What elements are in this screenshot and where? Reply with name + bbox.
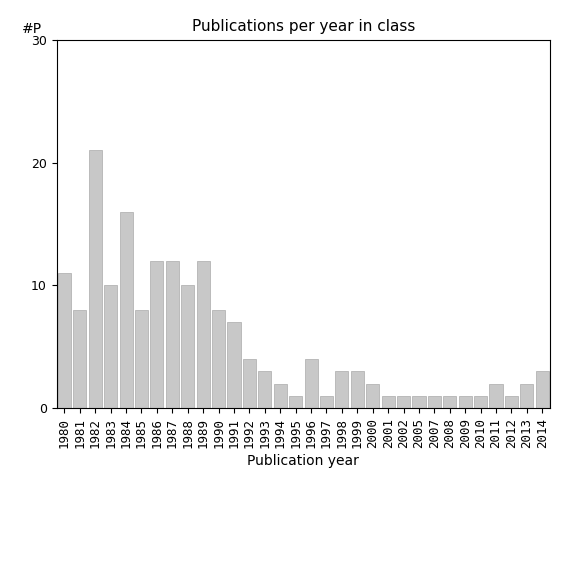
Bar	[366, 384, 379, 408]
Bar	[459, 396, 472, 408]
Bar	[304, 359, 318, 408]
Bar	[474, 396, 487, 408]
Bar	[135, 310, 148, 408]
Bar	[443, 396, 456, 408]
Bar	[320, 396, 333, 408]
Text: #P: #P	[22, 22, 43, 36]
Bar	[536, 371, 549, 408]
X-axis label: Publication year: Publication year	[247, 454, 359, 468]
Bar	[428, 396, 441, 408]
Bar	[120, 211, 133, 408]
Bar	[274, 384, 287, 408]
Bar	[212, 310, 225, 408]
Bar	[489, 384, 502, 408]
Bar	[521, 384, 534, 408]
Bar	[289, 396, 302, 408]
Bar	[150, 261, 163, 408]
Bar	[351, 371, 364, 408]
Bar	[397, 396, 410, 408]
Bar	[243, 359, 256, 408]
Bar	[227, 322, 240, 408]
Bar	[58, 273, 71, 408]
Bar	[166, 261, 179, 408]
Bar	[73, 310, 86, 408]
Bar	[104, 285, 117, 408]
Bar	[505, 396, 518, 408]
Bar	[181, 285, 194, 408]
Bar	[197, 261, 210, 408]
Bar	[88, 150, 102, 408]
Bar	[258, 371, 272, 408]
Title: Publications per year in class: Publications per year in class	[192, 19, 415, 35]
Bar	[335, 371, 349, 408]
Bar	[382, 396, 395, 408]
Bar	[412, 396, 425, 408]
